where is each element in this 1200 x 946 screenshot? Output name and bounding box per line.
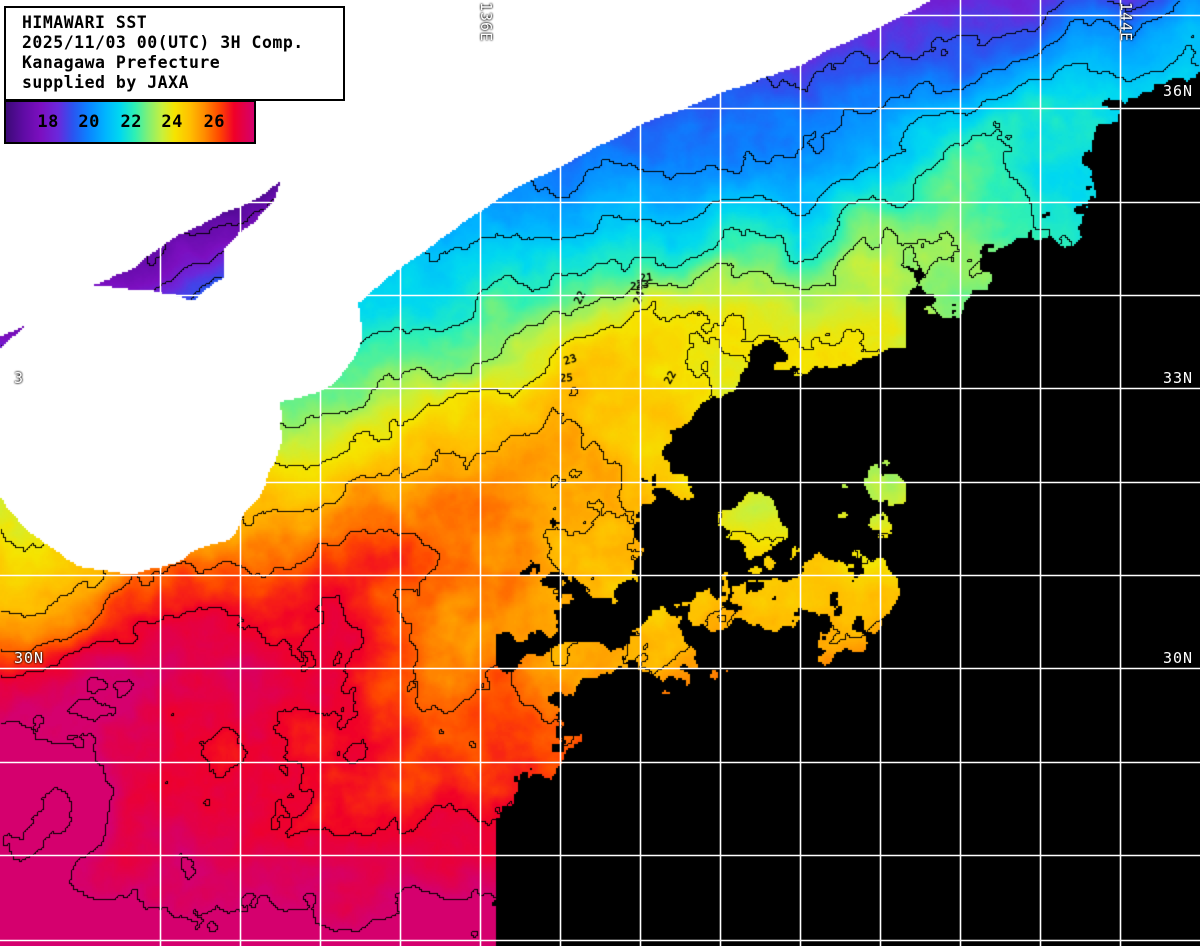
temperature-colorbar: 18 20 22 24 26 xyxy=(4,100,256,144)
title-line-provider: supplied by JAXA xyxy=(22,73,189,92)
lon-label-144E: 144E xyxy=(1117,2,1135,43)
lat-label-36N: 36N xyxy=(1163,82,1194,100)
title-line-datetime: 2025/11/03 00(UTC) 3H Comp. xyxy=(22,33,304,52)
lat-label-33N: 33N xyxy=(1163,369,1194,387)
lat-label-30N: 30N xyxy=(1163,649,1194,667)
colorbar-tick-24: 24 xyxy=(161,112,183,132)
colorbar-tick-26: 26 xyxy=(203,112,226,132)
lon-label-136E: 136E xyxy=(477,2,495,43)
colorbar-tick-labels: 18 20 22 24 26 xyxy=(6,102,254,142)
lat-label-30N: 30N xyxy=(14,649,45,667)
title-line-region: Kanagawa Prefecture xyxy=(22,53,221,72)
colorbar-tick-20: 20 xyxy=(78,112,100,132)
colorbar-tick-22: 22 xyxy=(120,112,142,132)
colorbar-tick-18: 18 xyxy=(37,112,59,132)
colorbar-gradient xyxy=(6,102,254,142)
lat-label-3: 3 xyxy=(14,369,25,387)
title-line-product: HIMAWARI SST xyxy=(22,13,148,32)
title-card: HIMAWARI SST 2025/11/03 00(UTC) 3H Comp.… xyxy=(4,6,345,101)
